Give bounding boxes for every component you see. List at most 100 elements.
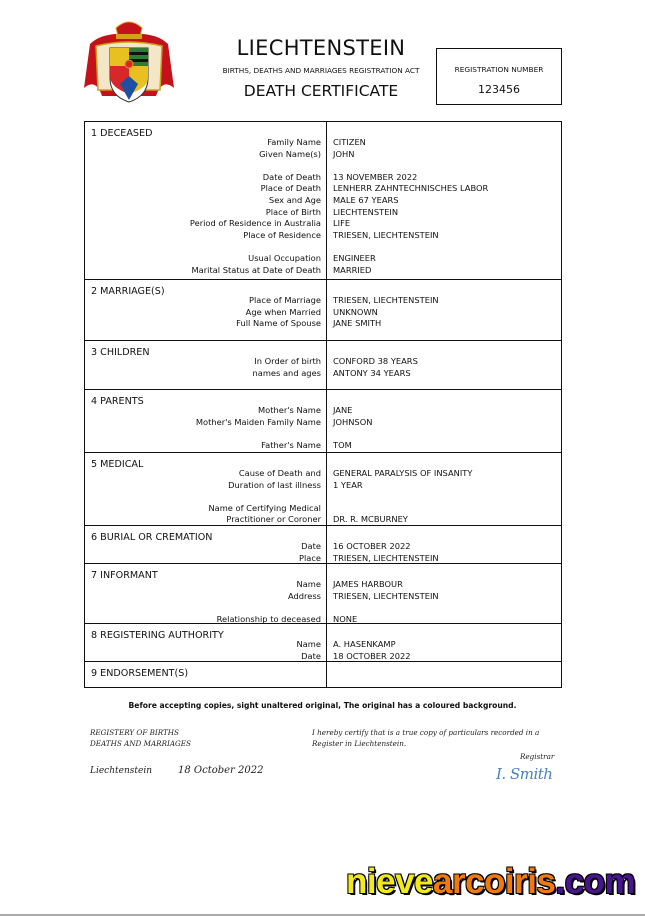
column-divider [326,122,327,279]
field-label: Place of Marriage [248,295,321,305]
field-row: Usual Occupation ENGINEER [85,253,561,265]
field-row: Sex and Age MALE 67 YEARS [85,195,561,207]
field-value: ANTONY 34 YEARS [333,367,411,378]
registration-number: 123456 [478,83,520,96]
field-label: Full Name of Spouse [236,318,321,329]
field-value: A. HASENKAMP [333,639,396,649]
field-label: Place of Birth [265,206,321,217]
field-value: UNKNOWN [333,306,378,317]
field-row: Duration of last illness 1 YEAR [85,480,561,492]
certify-line1: I hereby certify that is a true copy of … [312,728,540,737]
field-row: Relationship to deceased NONE [85,614,561,626]
registry-line1: REGISTERY OF BIRTHS [90,728,179,737]
field-row: Age when Married UNKNOWN [85,307,561,319]
field-row: Place of Marriage TRIESEN, LIECHTENSTEIN [85,295,561,307]
field-value: LENHERR ZAHNTECHNISCHES LABOR [333,183,489,194]
field-row: Place TRIESEN, LIECHTENSTEIN [85,553,561,565]
field-row: Place of Residence TRIESEN, LIECHTENSTEIN [85,230,561,242]
field-label: Cause of Death and [238,468,321,478]
field-label: Relationship to deceased [216,613,321,624]
section-7: 7 INFORMANT Name JAMES HARBOUR Address TRIES… [85,563,561,625]
field-value: TRIESEN, LIECHTENSTEIN [333,552,439,563]
field-value: CITIZEN [333,137,366,147]
field-value: JANE SMITH [333,318,382,329]
field-value: CONFORD 38 YEARS [333,356,418,366]
column-divider [326,390,327,452]
field-value: LIECHTENSTEIN [333,206,399,217]
registration-label: REGISTRATION NUMBER [454,65,544,74]
field-value: JAMES HARBOUR [333,579,403,589]
field-label: Age when Married [245,306,321,317]
section-title: 2 MARRIAGE(S) [91,286,165,297]
page-bottom-edge [0,914,645,916]
section-title: 6 BURIAL OR CREMATION [91,532,213,543]
field-label: Date of Death [262,171,321,182]
coat-of-arms [84,21,174,103]
field-row: Date 18 OCTOBER 2022 [85,651,561,663]
section-3: 3 CHILDREN In Order of birth CONFORD 38 YE… [85,340,561,389]
country-title: LIECHTENSTEIN [236,36,406,60]
column-divider [326,526,327,563]
field-value: 13 NOVEMBER 2022 [333,171,418,182]
field-value: GENERAL PARALYSIS OF INSANITY [333,468,473,478]
section-fields: In Order of birth CONFORD 38 YEARS names a… [85,356,561,379]
field-row: Mother's Name JANE [85,405,561,417]
field-label: Place of Residence [243,229,321,240]
registry-line2: DEATHS AND MARRIAGES [90,739,191,748]
registry-name: REGISTERY OF BIRTHS DEATHS AND MARRIAGES [90,727,191,749]
field-value: 1 YEAR [333,479,363,490]
field-value: 18 OCTOBER 2022 [333,650,411,661]
act-subtitle: BIRTHS, DEATHS AND MARRIAGES REGISTRATIO… [222,66,420,75]
field-label: Date [301,650,321,661]
issue-date: 18 October 2022 [178,765,264,776]
section-9: 9 ENDORSEMENT(S) [85,661,561,687]
section-fields: Name JAMES HARBOUR Address TRIESEN, LIECHTE… [85,579,561,625]
field-label: Date [301,541,321,551]
section-title: 7 INFORMANT [91,570,158,581]
field-label: Name [296,579,321,589]
field-label: Address [287,590,321,601]
field-label: In Order of birth [254,356,321,366]
document-title: DEATH CERTIFICATE [243,82,399,100]
field-value: NONE [333,613,358,624]
field-row: Mother's Maiden Family Name JOHNSON [85,417,561,429]
field-label: Practitioner or Coroner [226,514,321,525]
registrar-label: Registrar [520,752,555,761]
field-value: MALE 67 YEARS [333,194,399,205]
section-4: 4 PARENTS Mother's Name JANE Mother's Maide… [85,389,561,452]
field-value: TRIESEN, LIECHTENSTEIN [333,295,439,305]
section-5: 5 MEDICAL Cause of Death and GENERAL PARAL… [85,452,561,525]
section-fields: Cause of Death and GENERAL PARALYSIS OF I… [85,468,561,526]
field-value: LIFE [333,218,351,229]
section-fields: Family Name CITIZEN Given Name(s) JOHN Date … [85,137,561,276]
field-label: Mother's Name [258,405,321,415]
column-divider [326,624,327,661]
section-title: 3 CHILDREN [91,347,150,358]
section-title: 1 DECEASED [91,128,153,139]
field-row: names and ages ANTONY 34 YEARS [85,368,561,380]
field-row: Cause of Death and GENERAL PARALYSIS OF I… [85,468,561,480]
certification-statement: I hereby certify that is a true copy of … [312,727,539,749]
field-row: Name of Certifying Medical [85,503,561,515]
section-1: 1 DECEASED Family Name CITIZEN Given Name(s… [85,122,561,279]
field-value: 16 OCTOBER 2022 [333,541,411,551]
section-title: 5 MEDICAL [91,459,144,470]
field-label: Place [298,552,321,563]
field-label: Place of Death [260,183,321,194]
field-label: Name [296,639,321,649]
section-title: 4 PARENTS [91,396,144,407]
field-label: Usual Occupation [248,252,321,263]
field-value: TRIESEN, LIECHTENSTEIN [333,590,439,601]
field-row: Name JAMES HARBOUR [85,579,561,591]
field-label: Father's Name [261,439,321,450]
watermark-part1: nieve [346,862,434,901]
field-row: Practitioner or Coroner DR. R. MCBURNEY [85,514,561,526]
field-label: Marital Status at Date of Death [191,264,321,275]
field-label: Mother's Maiden Family Name [195,416,321,427]
registration-number-box: REGISTRATION NUMBER 123456 [436,48,562,105]
field-label: names and ages [252,367,321,378]
field-row: Address TRIESEN, LIECHTENSTEIN [85,591,561,603]
field-row: Father's Name TOM [85,440,561,452]
section-title: 8 REGISTERING AUTHORITY [91,630,224,641]
field-row: Date 16 OCTOBER 2022 [85,541,561,553]
